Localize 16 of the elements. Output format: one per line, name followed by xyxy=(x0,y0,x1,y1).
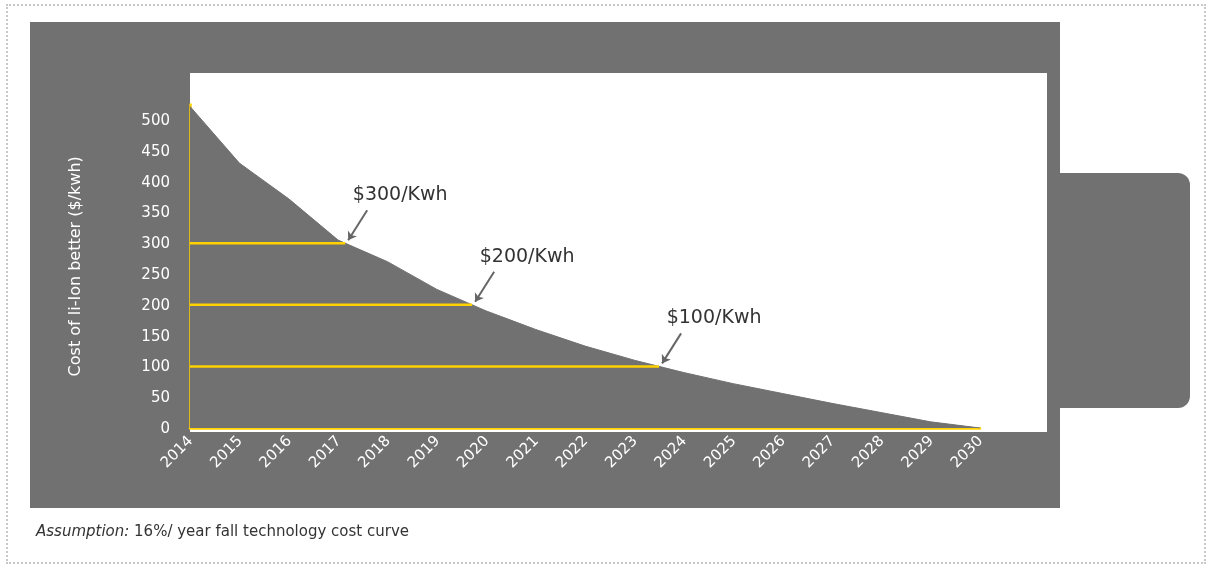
y-tick-label: 250 xyxy=(141,265,170,283)
y-tick-label: 200 xyxy=(141,295,170,314)
y-tick-label: 300 xyxy=(141,234,170,253)
y-tick-label: 100 xyxy=(141,357,170,376)
y-tick-label: 450 xyxy=(141,141,170,160)
y-tick-label: 150 xyxy=(141,326,170,345)
y-tick-label: 350 xyxy=(141,203,170,222)
ref-line-label: $200/Kwh xyxy=(479,243,575,266)
y-tick-label: 50 xyxy=(150,388,170,407)
ref-line-label: $100/Kwh xyxy=(666,305,762,328)
y-axis-title: Cost of li-Ion better ($/kwh) xyxy=(64,156,84,377)
y-tick-label: 400 xyxy=(141,172,170,191)
text: Assumption: 16%/ year fall technology cost curve xyxy=(35,521,410,540)
y-tick-label: 0 xyxy=(160,419,170,437)
y-tick-label: 500 xyxy=(141,111,170,129)
ref-line-label: $300/Kwh xyxy=(352,182,448,205)
